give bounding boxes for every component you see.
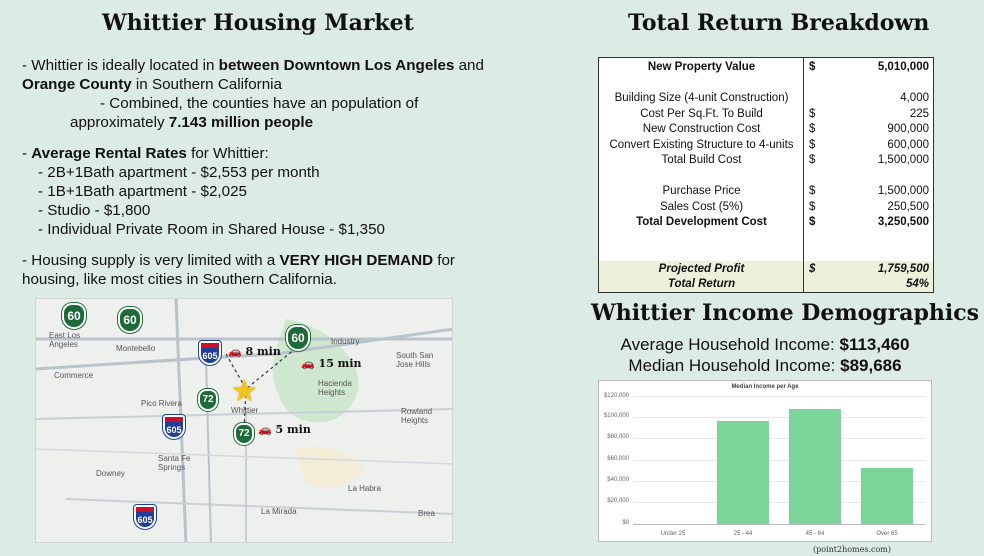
population-line: - Combined, the counties have an populat… [100, 95, 419, 112]
x-tick: 25 - 44 [733, 531, 753, 537]
drive-time-605: 🚗 8 min [228, 345, 281, 358]
rental-item: - Studio - $1,800 [38, 202, 151, 219]
map-label-commerce: Commerce [54, 371, 94, 380]
demographics-title: Whittier Income Demographics [591, 300, 980, 326]
interstate-605-shield: 605 [199, 341, 221, 365]
drive-time-60: 🚗 15 min [301, 357, 362, 370]
route-72-shield: 72 [198, 389, 218, 411]
bar-25-44 [717, 421, 769, 524]
map-label-downey: Downey [96, 469, 125, 478]
location-line: - Whittier is ideally located in between… [22, 57, 484, 74]
supply-line: - Housing supply is very limited with a … [22, 252, 455, 269]
table-row-profit: Projected Profit $1,759,500 [658, 263, 929, 275]
median-income: $89,686 [840, 356, 902, 375]
bar-over-65 [861, 468, 913, 524]
chart-title: Median Income per Age [731, 384, 799, 390]
x-tick: 45 - 64 [805, 531, 825, 537]
map-label-brea: Brea [418, 509, 435, 518]
map-label-hacienda-heights: Hacienda Heights [318, 379, 352, 397]
bar-45-64 [789, 409, 841, 524]
return-breakdown-table: New Property Value $5,010,000 Building Si… [598, 57, 934, 293]
map-label-south-san-jose-hills: South San Jose Hills [396, 351, 434, 369]
car-icon: 🚗 [228, 345, 242, 358]
y-tick: $60,000 [607, 456, 629, 462]
y-tick: $0 [622, 520, 629, 526]
median-income-chart: Median Income per Age $120,000 $100,000 … [598, 380, 932, 542]
profit-highlight [599, 261, 933, 292]
y-tick: $40,000 [607, 477, 629, 483]
whittier-star-marker: ★ [231, 375, 258, 408]
average-income: $113,460 [839, 335, 910, 354]
map-label-santa-fe-springs: Santa Fe Springs [158, 454, 191, 472]
car-icon: 🚗 [258, 423, 272, 436]
map-label-east-la: East Los Angeles [49, 331, 81, 349]
route-60-shield: 60 [286, 325, 310, 351]
car-icon: 🚗 [301, 357, 315, 370]
x-tick: Under 25 [660, 531, 686, 537]
route-60-shield: 60 [118, 307, 142, 333]
interstate-605-shield: 605 [163, 415, 185, 439]
rental-item: - 1B+1Bath apartment - $2,025 [38, 183, 247, 200]
return-breakdown-title: Total Return Breakdown [628, 10, 930, 36]
rental-item: - 2B+1Bath apartment - $2,553 per month [38, 164, 320, 181]
table-row: Sales Cost (5%) $250,500 [659, 200, 929, 213]
map-label-whittier: Whittier [231, 406, 259, 415]
table-row: Total Build Cost $1,500,000 [661, 154, 929, 166]
map-label-rowland-heights: Rowland Heights [401, 407, 433, 425]
y-tick: $100,000 [603, 413, 629, 419]
map-label-la-mirada: La Mirada [261, 507, 297, 516]
y-tick: $20,000 [607, 498, 629, 504]
area-map: East Los Angeles Montebello Commerce Pico… [35, 298, 453, 543]
map-label-la-habra: La Habra [348, 484, 381, 493]
rental-heading: - Average Rental Rates for Whittier: [22, 145, 269, 162]
table-row: Purchase Price $1,500,000 [662, 185, 930, 197]
source-credit: (point2homes.com) [813, 545, 892, 554]
market-bullets: - Whittier is ideally located in between… [22, 56, 532, 289]
table-row: New Property Value $5,010,000 [647, 61, 929, 73]
income-summary: Average Household Income: $113,460 Media… [620, 335, 910, 375]
map-roads [36, 299, 452, 542]
table-row-return: Total Return 54% [667, 278, 929, 290]
housing-market-title: Whittier Housing Market [102, 10, 414, 36]
y-tick: $120,000 [603, 393, 629, 399]
table-row: Cost Per Sq.Ft. To Build $225 [640, 107, 929, 120]
rental-item: - Individual Private Room in Shared Hous… [38, 221, 385, 238]
table-row: Total Development Cost $3,250,500 [636, 216, 929, 228]
map-label-pico-rivera: Pico Rivera [141, 399, 182, 408]
table-row: Convert Existing Structure to 4-units $60… [609, 138, 929, 151]
route-60-shield: 60 [62, 303, 86, 329]
map-label-montebello: Montebello [116, 344, 156, 353]
table-row: New Construction Cost $900,000 [642, 123, 929, 135]
route-72-shield: 72 [234, 423, 254, 445]
y-tick: $80,000 [607, 434, 629, 440]
map-label-industry: Industry [331, 337, 360, 346]
interstate-605-shield: 605 [134, 505, 156, 529]
x-tick: Over 65 [876, 531, 898, 537]
table-row: Building Size (4-unit Construction) 4,000 [614, 92, 929, 104]
drive-time-72: 🚗 5 min [258, 423, 311, 436]
